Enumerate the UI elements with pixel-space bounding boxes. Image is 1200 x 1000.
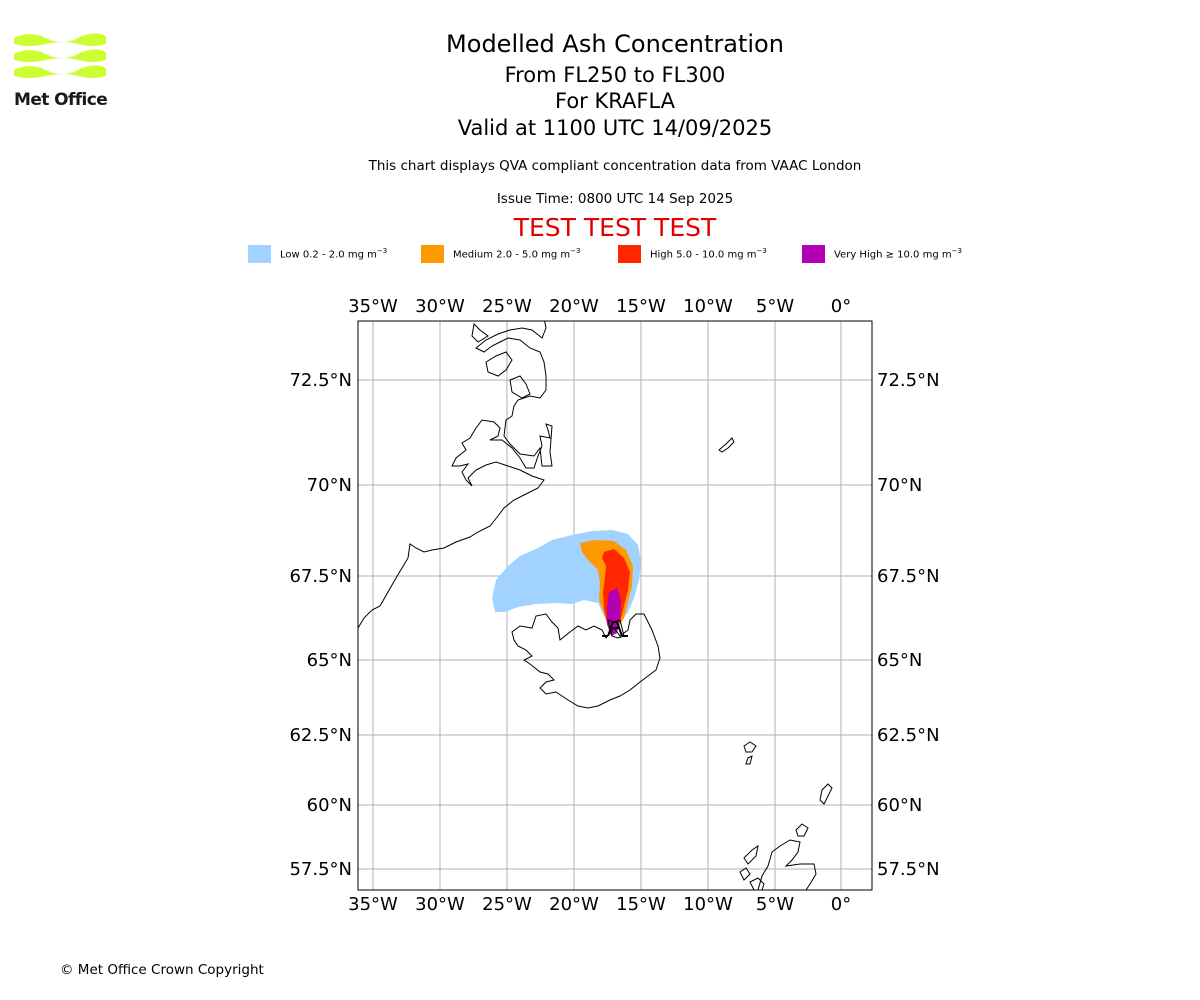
lon-label-bottom: 30°W bbox=[415, 894, 465, 915]
legend-label-low: Low 0.2 - 2.0 mg m−3 bbox=[280, 247, 388, 261]
met-office-waves-icon bbox=[14, 33, 106, 78]
legend-label-very-high: Very High ≥ 10.0 mg m−3 bbox=[834, 247, 962, 261]
lat-label-left: 70°N bbox=[307, 475, 352, 496]
lon-label-bottom: 20°W bbox=[549, 894, 599, 915]
lon-label-top: 5°W bbox=[756, 296, 794, 317]
lon-label-bottom: 15°W bbox=[616, 894, 666, 915]
lon-label-bottom: 0° bbox=[831, 894, 851, 915]
lon-label-top: 20°W bbox=[549, 296, 599, 317]
lat-label-right: 70°N bbox=[877, 475, 922, 496]
meridian-gridlines bbox=[372, 321, 842, 890]
lon-label-top: 0° bbox=[831, 296, 851, 317]
chart-title: Modelled Ash Concentration bbox=[446, 30, 784, 58]
longitude-labels: 35°W 30°W 25°W 20°W 15°W 10°W 5°W 0° 35°… bbox=[348, 296, 851, 915]
legend-label-high: High 5.0 - 10.0 mg m−3 bbox=[650, 247, 767, 261]
chart-description: This chart displays QVA compliant concen… bbox=[368, 158, 862, 174]
map-frame bbox=[357, 320, 873, 891]
lat-label-left: 65°N bbox=[307, 650, 352, 671]
legend-swatch-very-high bbox=[802, 245, 825, 263]
lon-label-bottom: 35°W bbox=[348, 894, 398, 915]
legend-item-low: Low 0.2 - 2.0 mg m−3 bbox=[248, 244, 387, 264]
lon-label-top: 30°W bbox=[415, 296, 465, 317]
lon-label-top: 15°W bbox=[616, 296, 666, 317]
parallel-gridlines bbox=[358, 379, 872, 870]
lat-label-right: 65°N bbox=[877, 650, 922, 671]
legend-swatch-low bbox=[248, 245, 271, 263]
legend-item-medium: Medium 2.0 - 5.0 mg m−3 bbox=[421, 244, 580, 264]
lat-label-right: 60°N bbox=[877, 795, 922, 816]
lon-label-bottom: 10°W bbox=[683, 894, 733, 915]
volcano-marker-icon bbox=[602, 621, 628, 637]
test-banner: TEST TEST TEST bbox=[513, 213, 717, 242]
lon-label-top: 10°W bbox=[683, 296, 733, 317]
lon-label-bottom: 5°W bbox=[756, 894, 794, 915]
lat-label-left: 72.5°N bbox=[289, 370, 352, 391]
lat-label-left: 67.5°N bbox=[289, 566, 352, 587]
lat-label-left: 60°N bbox=[307, 795, 352, 816]
coastlines bbox=[358, 321, 833, 890]
flight-level-range: From FL250 to FL300 bbox=[504, 63, 726, 87]
lon-label-bottom: 25°W bbox=[482, 894, 532, 915]
lat-label-left: 57.5°N bbox=[289, 859, 352, 880]
met-office-logo: Met Office bbox=[14, 28, 110, 112]
lat-label-right: 72.5°N bbox=[877, 370, 940, 391]
legend-item-high: High 5.0 - 10.0 mg m−3 bbox=[618, 244, 767, 264]
lat-label-left: 62.5°N bbox=[289, 725, 352, 746]
lon-label-top: 25°W bbox=[482, 296, 532, 317]
lon-label-top: 35°W bbox=[348, 296, 398, 317]
logo-wordmark: Met Office bbox=[14, 90, 108, 110]
lat-label-right: 57.5°N bbox=[877, 859, 940, 880]
copyright-notice: © Met Office Crown Copyright bbox=[60, 962, 264, 978]
valid-time: Valid at 1100 UTC 14/09/2025 bbox=[457, 116, 773, 140]
lat-label-right: 62.5°N bbox=[877, 725, 940, 746]
latitude-labels: 72.5°N 70°N 67.5°N 65°N 62.5°N 60°N 57.5… bbox=[289, 370, 939, 880]
legend-swatch-medium bbox=[421, 245, 444, 263]
volcano-name: For KRAFLA bbox=[555, 89, 675, 113]
legend-label-medium: Medium 2.0 - 5.0 mg m−3 bbox=[453, 247, 581, 261]
legend-item-very-high: Very High ≥ 10.0 mg m−3 bbox=[802, 244, 962, 264]
lat-label-right: 67.5°N bbox=[877, 566, 940, 587]
map-content bbox=[358, 321, 872, 890]
issue-time: Issue Time: 0800 UTC 14 Sep 2025 bbox=[496, 191, 734, 207]
legend-swatch-high bbox=[618, 245, 641, 263]
